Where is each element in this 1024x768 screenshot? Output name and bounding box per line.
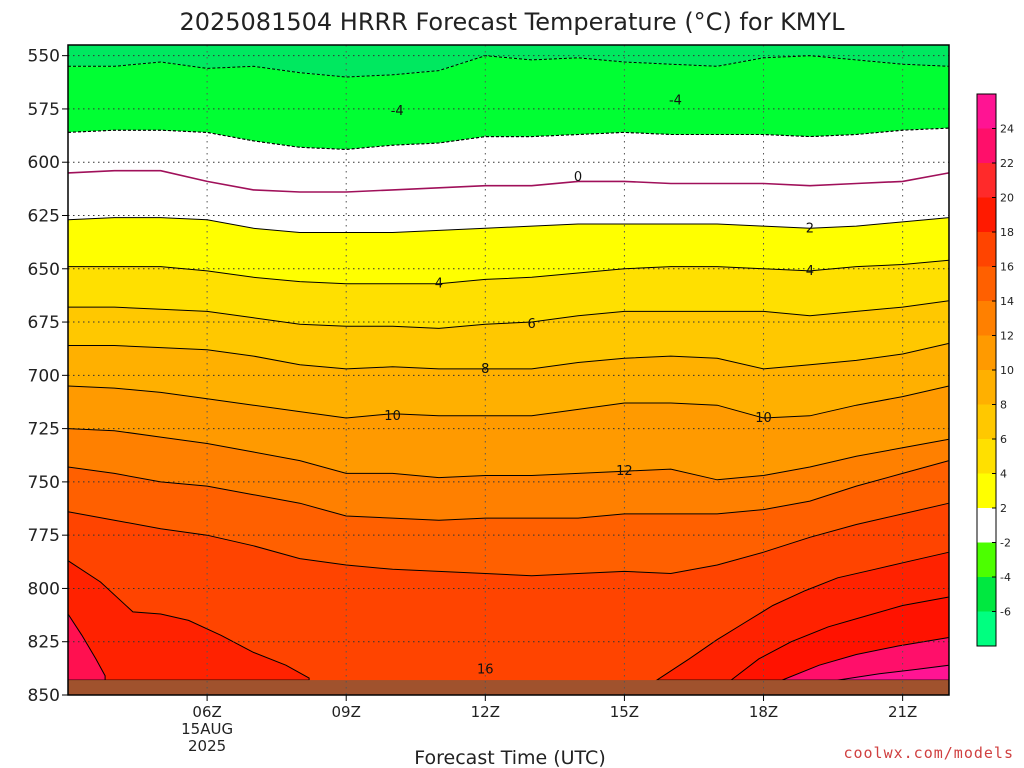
colorbar-label--2: -2 [1000, 537, 1011, 550]
y-tick-label-750: 750 [28, 473, 60, 493]
contour-line--2 [67, 127, 950, 150]
contour-label-9: 10 [755, 411, 772, 426]
colorbar-swatch-13 [977, 542, 996, 578]
band-6-to-8 [68, 300, 949, 369]
y-tick-label-550: 550 [28, 47, 60, 67]
x-tick-label-18Z: 18Z [749, 703, 778, 721]
colorbar-swatch-1 [977, 128, 996, 164]
y-tick-label-575: 575 [28, 100, 60, 120]
colorbar-label-6: 6 [1000, 433, 1007, 446]
colorbar-swatch-8 [977, 370, 996, 405]
contour-label-7: 8 [481, 362, 489, 377]
colorbar-swatch-15 [977, 611, 996, 647]
contour-line-10 [67, 385, 950, 419]
colorbar-label-16: 16 [1000, 261, 1014, 274]
band-2-to-4 [68, 217, 949, 284]
x-tick-label-15Z: 15Z [610, 703, 639, 721]
colorbar-label--6: -6 [1000, 606, 1011, 619]
x-tick-sublabel-15AUG: 15AUG [181, 720, 233, 738]
colorbar-swatch-7 [977, 335, 996, 371]
y-axis: 550 575 600 625 650 675 700 725 750 775 800 825 850 [28, 47, 68, 706]
y-tick-label-600: 600 [28, 153, 60, 173]
band--2-to-0 [68, 128, 949, 192]
colorbar-label-12: 12 [1000, 330, 1014, 343]
plot-area: -4 -4 0 2 4 4 6 8 10 10 12 16 [67, 44, 950, 696]
contour-label-1: -4 [669, 93, 682, 108]
y-tick-label-700: 700 [28, 366, 60, 386]
colorbar-label-8: 8 [1000, 399, 1007, 412]
colorbar-swatch-11 [977, 473, 996, 509]
surface-layer [68, 680, 949, 695]
colorbar-swatch-3 [977, 197, 996, 233]
colorbar-swatch-10 [977, 439, 996, 474]
contour-label-6: 6 [528, 317, 536, 332]
colorbar-label-18: 18 [1000, 226, 1014, 239]
x-axis-label: Forecast Time (UTC) [414, 747, 605, 768]
surface-ground [68, 680, 949, 695]
band-0-to-2 [68, 170, 949, 233]
contour-label-8: 10 [384, 409, 401, 424]
y-tick-label-800: 800 [28, 579, 60, 599]
y-tick-label-625: 625 [28, 206, 60, 226]
band-8-to-10 [68, 343, 949, 418]
x-tick-label-09Z: 09Z [332, 703, 361, 721]
contour-line-0 [67, 169, 950, 193]
band-10-to-12 [68, 386, 949, 480]
colorbar-label-2: 2 [1000, 502, 1007, 515]
y-tick-label-850: 850 [28, 686, 60, 706]
contour-line-4 [68, 259, 950, 285]
colorbar-swatch-12 [977, 508, 996, 543]
grid-lines [68, 45, 949, 695]
colorbar-label-14: 14 [1000, 295, 1014, 308]
contour-line-2 [67, 217, 950, 233]
credit-text: coolwx.com/models [843, 744, 1014, 762]
contour-label-0: -4 [391, 104, 404, 119]
y-tick-label-725: 725 [28, 420, 60, 440]
band-12-to-14 [68, 428, 949, 521]
colorbar-swatch-5 [977, 266, 996, 302]
colorbar-swatch-9 [977, 404, 996, 440]
contour-line-12 [67, 428, 950, 481]
contour-line-16 [67, 502, 950, 577]
chart-title: 2025081504 HRRR Forecast Temperature (°C… [179, 8, 845, 36]
contour-label-10: 12 [616, 464, 633, 479]
contour-label-4: 4 [435, 277, 443, 292]
contour-label-11: 16 [477, 662, 494, 677]
contour-line-8 [68, 342, 950, 370]
y-tick-label-775: 775 [28, 526, 60, 546]
colorbar-label-10: 10 [1000, 364, 1014, 377]
contour-line--6 [68, 55, 950, 78]
plot-frame [67, 44, 950, 696]
colorbar-label--4: -4 [1000, 571, 1011, 584]
colorbar-label-4: 4 [1000, 468, 1007, 481]
warm-pockets [67, 551, 950, 681]
x-tick-label-06Z: 06Z [192, 703, 221, 721]
colorbar-label-22: 22 [1000, 157, 1014, 170]
contour-label-5: 4 [806, 264, 814, 279]
x-tick-sublabel-2025: 2025 [188, 737, 226, 755]
colorbar-label-24: 24 [1000, 123, 1014, 136]
colorbar-swatch-6 [977, 301, 996, 336]
colorbar-swatch-2 [977, 163, 996, 198]
x-tick-label-21Z: 21Z [888, 703, 917, 721]
colorbar: 24 22 20 18 16 14 12 10 8 6 4 2 -2 -4 -6 [976, 93, 1014, 647]
y-tick-label-675: 675 [28, 313, 60, 333]
colorbar-swatch-14 [977, 577, 996, 612]
contour-line-14 [67, 460, 950, 521]
contour-lines [67, 55, 950, 577]
colorbar-swatch-0 [977, 94, 996, 129]
band-below--6 [68, 45, 949, 77]
x-tick-label-12Z: 12Z [471, 703, 500, 721]
y-tick-label-825: 825 [28, 633, 60, 653]
y-tick-label-650: 650 [28, 260, 60, 280]
contour-labels: -4 -4 0 2 4 4 6 8 10 10 12 16 [384, 93, 814, 677]
colorbar-swatch-4 [977, 232, 996, 267]
band--6-to--4 [68, 55, 949, 150]
contour-label-3: 2 [806, 221, 814, 236]
contour-label-2: 0 [574, 170, 582, 185]
colorbar-label-20: 20 [1000, 192, 1014, 205]
contour-line-6 [68, 300, 950, 329]
